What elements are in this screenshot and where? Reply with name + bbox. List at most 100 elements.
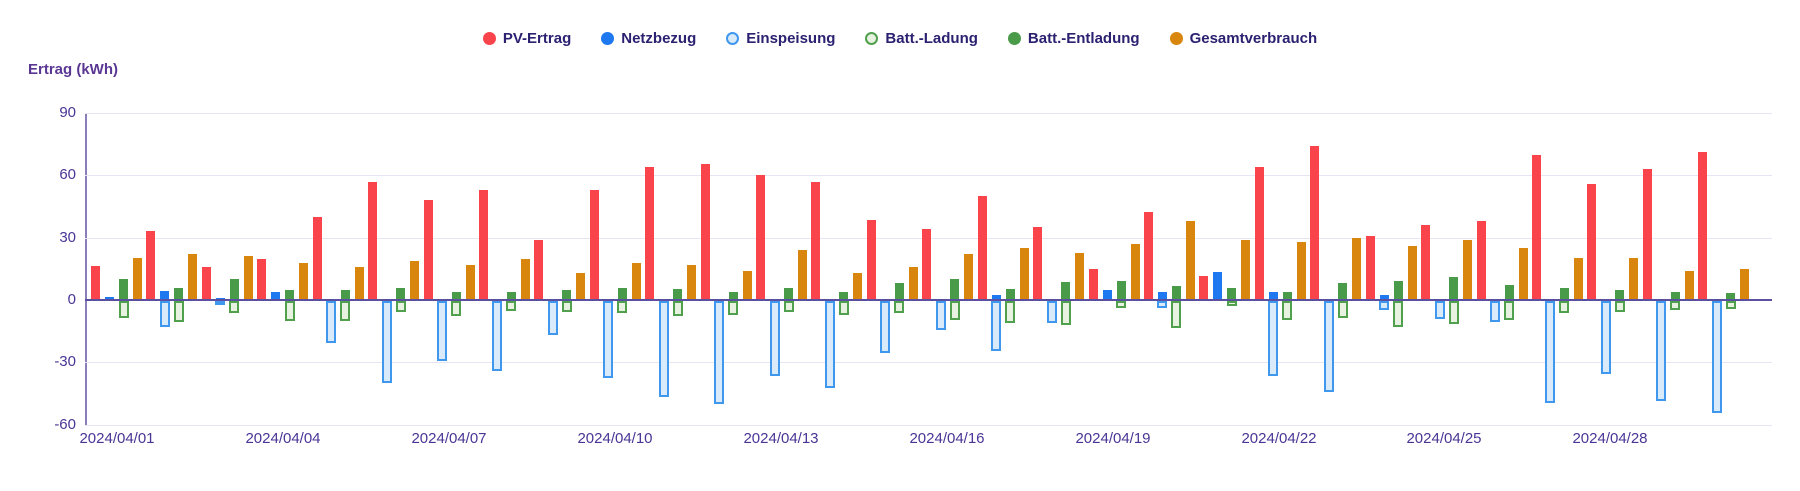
bar-batt-entladung-2024/04/18[interactable]: [1061, 282, 1071, 300]
bar-batt-entladung-2024/04/21[interactable]: [1227, 287, 1237, 300]
bar-gesamtverbrauch-2024/04/11[interactable]: [687, 264, 697, 300]
bar-einspeisung-2024/04/15[interactable]: [880, 301, 891, 353]
bar-gesamtverbrauch-2024/04/08[interactable]: [520, 259, 530, 300]
bar-netzbezug-2024/04/22[interactable]: [1268, 291, 1278, 300]
legend-item-einspeisung[interactable]: Einspeisung: [726, 30, 835, 47]
bar-gesamtverbrauch-2024/04/02[interactable]: [188, 254, 198, 300]
bar-pv-ertrag-2024/04/14[interactable]: [811, 181, 821, 300]
bar-batt-ladung-2024/04/26[interactable]: [1504, 301, 1514, 320]
bar-gesamtverbrauch-2024/04/03[interactable]: [243, 256, 253, 300]
bar-batt-ladung-2024/04/16[interactable]: [949, 301, 960, 320]
bar-batt-entladung-2024/04/16[interactable]: [950, 279, 960, 300]
bar-einspeisung-2024/04/14[interactable]: [824, 301, 835, 389]
bar-batt-ladung-2024/04/18[interactable]: [1060, 301, 1071, 325]
bar-gesamtverbrauch-2024/04/18[interactable]: [1075, 253, 1085, 300]
bar-pv-ertrag-2024/04/26[interactable]: [1476, 221, 1486, 300]
bar-batt-entladung-2024/04/09[interactable]: [562, 289, 572, 300]
bar-einspeisung-2024/04/17[interactable]: [991, 301, 1002, 351]
bar-pv-ertrag-2024/04/04[interactable]: [257, 259, 267, 300]
bar-einspeisung-2024/04/05[interactable]: [326, 301, 337, 343]
bar-pv-ertrag-2024/04/17[interactable]: [977, 196, 987, 300]
bar-pv-ertrag-2024/04/08[interactable]: [478, 189, 488, 300]
bar-pv-ertrag-2024/04/25[interactable]: [1421, 225, 1431, 300]
bar-batt-entladung-2024/04/20[interactable]: [1171, 286, 1181, 300]
bar-batt-entladung-2024/04/14[interactable]: [839, 291, 849, 300]
bar-gesamtverbrauch-2024/04/19[interactable]: [1130, 243, 1140, 300]
bar-gesamtverbrauch-2024/04/20[interactable]: [1185, 221, 1195, 300]
bar-batt-entladung-2024/04/01[interactable]: [119, 279, 128, 300]
bar-pv-ertrag-2024/04/03[interactable]: [201, 266, 211, 300]
bar-batt-ladung-2024/04/28[interactable]: [1614, 301, 1625, 313]
bar-pv-ertrag-2024/04/20[interactable]: [1143, 211, 1153, 300]
bar-einspeisung-2024/04/12[interactable]: [714, 301, 725, 404]
bar-einspeisung-2024/04/18[interactable]: [1046, 301, 1057, 323]
bar-batt-ladung-2024/04/14[interactable]: [838, 301, 849, 315]
bar-batt-entladung-2024/04/15[interactable]: [894, 283, 904, 300]
bar-einspeisung-2024/04/27[interactable]: [1545, 301, 1556, 403]
legend-item-pv-ertrag[interactable]: PV-Ertrag: [482, 30, 571, 47]
bar-batt-ladung-2024/04/24[interactable]: [1393, 301, 1404, 327]
bar-netzbezug-2024/04/04[interactable]: [271, 292, 281, 300]
bar-batt-entladung-2024/04/23[interactable]: [1338, 283, 1348, 300]
bar-pv-ertrag-2024/04/22[interactable]: [1254, 167, 1264, 300]
bar-einspeisung-2024/04/16[interactable]: [935, 301, 946, 331]
bar-gesamtverbrauch-2024/04/30[interactable]: [1740, 268, 1750, 300]
bar-batt-entladung-2024/04/02[interactable]: [174, 287, 184, 300]
bar-batt-entladung-2024/04/25[interactable]: [1449, 277, 1459, 300]
bar-batt-entladung-2024/04/07[interactable]: [451, 291, 461, 300]
bar-gesamtverbrauch-2024/04/12[interactable]: [742, 270, 752, 300]
bar-netzbezug-2024/04/17[interactable]: [991, 294, 1001, 300]
bar-batt-ladung-2024/04/13[interactable]: [783, 301, 794, 313]
bar-gesamtverbrauch-2024/04/17[interactable]: [1019, 248, 1029, 300]
bar-gesamtverbrauch-2024/04/22[interactable]: [1296, 241, 1306, 300]
bar-gesamtverbrauch-2024/04/04[interactable]: [299, 262, 309, 300]
bar-batt-ladung-2024/04/05[interactable]: [340, 301, 351, 321]
bar-batt-entladung-2024/04/06[interactable]: [396, 287, 406, 300]
bar-pv-ertrag-2024/04/29[interactable]: [1642, 169, 1652, 300]
bar-batt-ladung-2024/04/25[interactable]: [1448, 301, 1459, 324]
bar-pv-ertrag-2024/04/27[interactable]: [1531, 154, 1541, 300]
bar-einspeisung-2024/04/22[interactable]: [1268, 301, 1279, 376]
bar-batt-ladung-2024/04/19[interactable]: [1116, 301, 1127, 309]
bar-gesamtverbrauch-2024/04/28[interactable]: [1629, 258, 1639, 300]
bar-batt-entladung-2024/04/19[interactable]: [1116, 281, 1126, 300]
bar-einspeisung-2024/04/24[interactable]: [1379, 301, 1390, 311]
legend-item-gesamtverbrauch[interactable]: Gesamtverbrauch: [1169, 30, 1317, 47]
bar-pv-ertrag-2024/04/24[interactable]: [1365, 235, 1375, 300]
bar-netzbezug-2024/04/02[interactable]: [160, 290, 170, 300]
bar-gesamtverbrauch-2024/04/01[interactable]: [133, 258, 142, 300]
legend-item-batt-ladung[interactable]: Batt.-Ladung: [865, 30, 978, 47]
bar-pv-ertrag-2024/04/10[interactable]: [589, 189, 599, 300]
bar-batt-ladung-2024/04/03[interactable]: [229, 301, 240, 314]
bar-pv-ertrag-2024/04/06[interactable]: [368, 181, 378, 300]
bar-gesamtverbrauch-2024/04/16[interactable]: [964, 254, 974, 300]
bar-batt-entladung-2024/04/12[interactable]: [728, 291, 738, 300]
bar-gesamtverbrauch-2024/04/24[interactable]: [1407, 245, 1417, 300]
bar-pv-ertrag-2024/04/21[interactable]: [1199, 276, 1209, 300]
bar-einspeisung-2024/04/09[interactable]: [547, 301, 558, 336]
bar-gesamtverbrauch-2024/04/06[interactable]: [410, 260, 420, 300]
bar-pv-ertrag-2024/04/15[interactable]: [866, 219, 876, 300]
bar-batt-entladung-2024/04/03[interactable]: [229, 279, 239, 300]
bar-pv-ertrag-2024/04/05[interactable]: [312, 216, 322, 300]
bar-pv-ertrag-2024/04/07[interactable]: [423, 200, 433, 300]
legend-item-batt-entladung[interactable]: Batt.-Entladung: [1007, 30, 1140, 47]
bar-gesamtverbrauch-2024/04/27[interactable]: [1573, 258, 1583, 300]
bar-batt-entladung-2024/04/26[interactable]: [1504, 285, 1514, 300]
bar-batt-ladung-2024/04/01[interactable]: [118, 301, 129, 318]
bar-einspeisung-2024/04/25[interactable]: [1434, 301, 1445, 319]
bar-einspeisung-2024/04/08[interactable]: [492, 301, 503, 371]
bar-pv-ertrag-2024/04/13[interactable]: [756, 175, 766, 300]
bar-einspeisung-2024/04/11[interactable]: [658, 301, 669, 397]
bar-gesamtverbrauch-2024/04/05[interactable]: [354, 266, 364, 300]
bar-batt-ladung-2024/04/15[interactable]: [894, 301, 905, 314]
bar-batt-ladung-2024/04/22[interactable]: [1282, 301, 1293, 320]
bar-batt-entladung-2024/04/05[interactable]: [340, 289, 350, 300]
bar-gesamtverbrauch-2024/04/23[interactable]: [1352, 237, 1362, 300]
bar-netzbezug-2024/04/20[interactable]: [1157, 291, 1167, 300]
bar-batt-entladung-2024/04/28[interactable]: [1615, 289, 1625, 300]
bar-einspeisung-2024/04/02[interactable]: [159, 301, 170, 327]
bar-gesamtverbrauch-2024/04/07[interactable]: [465, 264, 475, 300]
bar-einspeisung-2024/04/20[interactable]: [1157, 301, 1168, 309]
bar-einspeisung-2024/04/06[interactable]: [381, 301, 392, 384]
